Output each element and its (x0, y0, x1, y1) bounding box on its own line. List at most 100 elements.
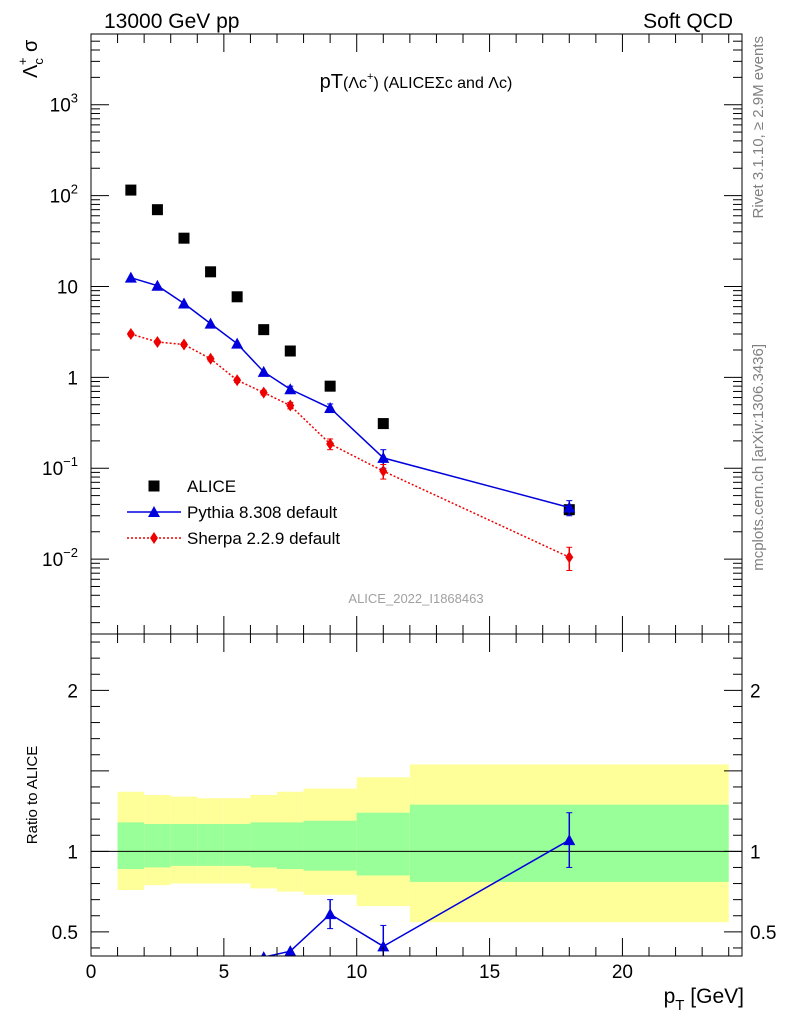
y-tick-base: 10 (57, 277, 78, 298)
pythia-point (563, 501, 576, 513)
pythia-point (284, 383, 297, 395)
y-tick-label: 102 (50, 182, 78, 208)
legend-label: Pythia 8.308 default (187, 503, 338, 522)
rivet-label: Rivet 3.1.10, ≥ 2.9M events (750, 36, 767, 219)
pythia-point (151, 279, 164, 291)
legend: ALICE Pythia 8.308 default Sherpa 2.2.9 de… (127, 477, 340, 548)
x-tick-label: 10 (346, 962, 367, 983)
ratio-y-tick-label-right: 0.5 (750, 923, 776, 944)
watermark: ALICE_2022_I1868463 (348, 591, 483, 606)
ratio-ylabel: Ratio to ALICE (24, 746, 41, 844)
ratio-point (377, 940, 390, 952)
sherpa-point (326, 437, 335, 450)
y-tick-exp: −2 (63, 545, 78, 560)
pythia-point (324, 402, 337, 414)
alice-point (178, 232, 190, 244)
y-tick-exp: 2 (71, 182, 78, 197)
ratio-y-tick-label-left: 0.5 (52, 923, 78, 944)
pythia-point (377, 451, 390, 463)
legend-label: Sherpa 2.2.9 default (187, 529, 340, 548)
series-line-sherpa (130, 333, 570, 558)
legend-alice-marker (148, 480, 160, 492)
ratio-y-tick-label-right: 1 (750, 842, 761, 863)
inner-band (303, 820, 357, 871)
pythia-point (178, 297, 190, 309)
y-tick-label: 10−1 (42, 454, 78, 480)
series-line-pythia (130, 276, 570, 509)
y-tick-label: 1 (67, 368, 78, 389)
pythia-point (231, 337, 244, 349)
y-tick-exp: 3 (71, 91, 78, 106)
sherpa-point (153, 335, 162, 348)
pythia-point (124, 271, 137, 283)
ratio-point (125, 989, 137, 1000)
inner-band (117, 822, 145, 870)
ratio-point (324, 908, 337, 920)
alice-point (205, 266, 217, 278)
alice-point (284, 345, 296, 357)
x-tick-label: 20 (612, 962, 633, 983)
ratio-y-tick-label-left: 2 (67, 681, 78, 702)
sherpa-point (206, 352, 215, 365)
inner-band (197, 823, 224, 866)
x-tick-label: 15 (479, 962, 500, 983)
ylabel-symbol: Λ (20, 64, 42, 78)
uncertainty-bands (91, 764, 742, 923)
ratio-plot-area (125, 812, 576, 1000)
sherpa-point (286, 399, 295, 412)
inner-band (170, 823, 198, 866)
legend-sherpa-marker (150, 532, 158, 544)
title-rest: ) (ALICEΣc and Λc) (373, 75, 512, 92)
alice-point (125, 184, 137, 196)
inner-band (223, 823, 251, 866)
title-main: pT (320, 71, 343, 93)
xlabel-unit: [GeV] (684, 985, 744, 1008)
title-sup: + (367, 71, 373, 83)
mcplots-label: mcplots.cern.ch [arXiv:1306.3436] (750, 344, 767, 571)
alice-point (151, 204, 163, 216)
y-tick-base: 10 (50, 96, 71, 117)
ratio-line-pythia (265, 839, 570, 956)
ratio-point (563, 834, 576, 846)
ratio-point (205, 963, 217, 974)
legend-label: ALICE (187, 477, 236, 496)
y-tick-label: 103 (50, 91, 78, 117)
y-tick-exp: −1 (63, 454, 78, 469)
y-tick-label: 10−2 (42, 545, 78, 571)
xlabel-sub: T (675, 997, 684, 1014)
alice-point (324, 380, 336, 392)
sherpa-point (126, 328, 135, 340)
inner-band (277, 822, 304, 870)
inner-band (144, 823, 171, 868)
ylabel-sub: c (31, 58, 46, 65)
inner-band (250, 822, 277, 868)
ratio-point (284, 945, 297, 956)
alice-point (377, 418, 389, 430)
sherpa-point (565, 551, 574, 564)
y-tick-base: 10 (42, 459, 63, 480)
ratio-point (261, 951, 267, 956)
pythia-point (204, 317, 217, 329)
y-tick-base: 10 (50, 187, 71, 208)
x-tick-label: 5 (219, 962, 230, 983)
top-plot-area (124, 184, 576, 571)
y-tick-label: 10 (57, 277, 78, 298)
sherpa-point (180, 338, 188, 351)
alice-point (258, 324, 270, 336)
sherpa-point (379, 465, 388, 478)
xlabel: pT [GeV] (664, 985, 744, 1014)
y-tick-base: 10 (42, 550, 63, 571)
xlabel-main: p (664, 985, 676, 1008)
ratio-point (231, 957, 243, 968)
ratio-y-tick-label-right: 2 (750, 681, 761, 702)
chart-title: pT(Λc+) (ALICEΣc and Λc) (320, 71, 513, 93)
sherpa-point (233, 374, 242, 387)
y-tick-base: 1 (67, 368, 78, 389)
inner-band (356, 812, 410, 876)
ratio-y-tick-label-left: 1 (67, 842, 78, 863)
bottom-axis-ticks: 0 5 10 15 20 0.5 0.5 1 1 2 2 (52, 634, 776, 983)
ylabel-sup: + (15, 58, 30, 66)
sherpa-point (259, 386, 268, 399)
ratio-point (151, 983, 163, 994)
